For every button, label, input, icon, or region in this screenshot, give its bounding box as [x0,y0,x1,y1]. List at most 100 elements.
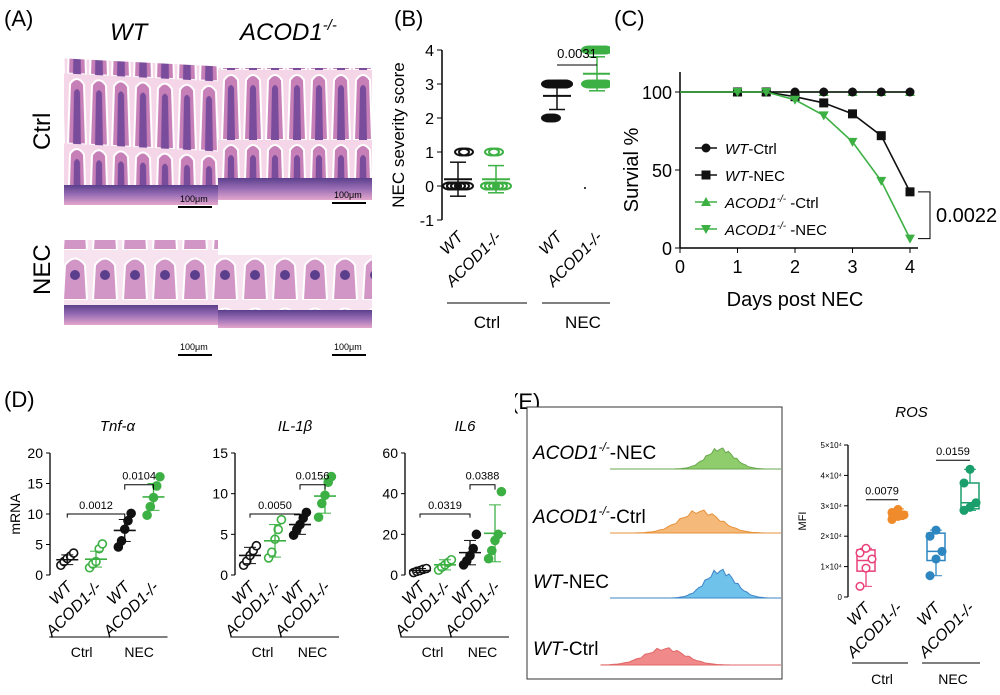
data-point [126,508,136,519]
data-point [251,540,262,551]
panel-d-label: (D) [4,387,35,412]
y-tick-label: 3×10⁴ [821,502,843,511]
row-nec-label: NEC [29,244,56,295]
data-point [480,181,496,191]
data-point [458,181,474,191]
group-label: NEC [298,644,328,660]
he-image-wt-ctrl [64,55,218,211]
p-value: 0.0050 [258,500,292,512]
y-tick-label: 0 [390,567,398,583]
data-point [905,187,915,197]
he-image-ko-nec [218,211,372,346]
data-point [893,504,903,514]
histogram-peak [674,447,766,470]
panel-a-label: (A) [4,6,33,31]
legend-marker [701,143,711,153]
y-axis-title: NEC severity score [389,62,408,207]
data-point [493,529,503,540]
text: ACOD1-/- [100,579,162,641]
data-point [959,478,969,488]
data-point [855,548,865,558]
y-tick-label: 40 [382,486,398,502]
he-image-ko-ctrl [218,55,372,211]
y-tick-label: 0 [35,567,43,583]
data-point [597,45,610,55]
p-value: 0.0104 [122,471,156,483]
legend-marker [701,225,711,234]
histogram-row-label: ACOD1-/--Ctrl [532,504,646,528]
significance-bracket [124,484,154,490]
legend-label: ACOD1-/- -Ctrl [724,194,819,212]
chart-title: IL6 [455,418,477,435]
panel-d2-chart: IL-1β051015WTACOD1-/-WTACOD1-/-0.00500.0… [212,418,339,660]
significance-bracket [469,484,496,490]
data-point [971,498,981,508]
panel-e-histogram: (E) ACOD1-/--NECACOD1-/--CtrlWT-NECWT-Ct… [515,389,783,680]
text: WT [536,228,566,258]
scale-bar-1: 100μm [178,194,212,208]
panel-d3-chart: IL60204060WTACOD1-/-WTACOD1-/-0.03190.03… [382,418,509,660]
data-point [899,510,909,520]
data-point [861,563,871,573]
svg-text:100μm: 100μm [180,194,208,204]
y-tick-label: 3 [425,77,434,94]
y-tick-label: 1 [425,145,434,162]
panel-c-chart: (C) 0 50 100 0 1 2 3 4 Survial % Days post NEC WT-C… [614,6,997,311]
significance-bracket [249,513,301,518]
x-tick-label: 0 [675,257,685,277]
data-point [876,176,887,186]
group-label: Ctrl [71,644,93,660]
significance-bracket [918,191,931,240]
significance-bracket [299,484,326,490]
data-point [116,536,127,546]
legend-marker [701,170,711,180]
y-axis-title: mRNA [7,493,23,535]
legend-label: ACOD1-/- -NEC [724,221,827,239]
y-tick-label: 4 [425,43,434,60]
legend-label: WT-NEC [725,168,785,185]
group-label: Ctrl [871,671,893,687]
chart-title: IL-1β [278,418,313,435]
y-tick-label: 0 [425,179,434,196]
row-ctrl-label: Ctrl [29,113,56,150]
group-label: Ctrl [252,644,274,660]
y-tick-label: 0 [220,567,228,583]
y-tick-label: 1×10⁴ [821,563,843,572]
data-point [597,79,610,89]
significance-bracket [419,513,471,518]
histogram-row-label: WT-Ctrl [533,639,598,660]
data-point [818,111,829,121]
data-point [905,87,915,97]
data-point [267,547,277,558]
p-value: 0.0388 [466,471,500,483]
data-point [790,95,800,105]
chart-title: Tnf-α [100,418,136,435]
x-tick-label: 2 [790,257,800,277]
data-point [276,514,287,525]
histogram-row-label: WT-NEC [533,572,609,593]
group-label: NEC [124,644,154,660]
svg-text:100μm: 100μm [180,342,208,352]
chart-title: ROS [895,404,928,421]
x-tick-label: 4 [905,257,915,277]
legend-label: WT-Ctrl [725,141,777,158]
data-point [732,88,743,97]
y-tick-label: 60 [382,445,398,461]
y-axis-title: MFI [797,512,809,531]
p-value: 0.0012 [79,500,113,512]
data-point [855,581,865,591]
p-value: 0.0319 [428,500,462,512]
y-tick-label: 100 [642,83,672,103]
data-point [848,87,857,97]
data-point [155,471,165,482]
legend-marker [701,197,711,206]
data-point [313,512,324,523]
data-point [584,187,586,189]
data-point [861,543,871,553]
col-ko-label: ACOD1-/- [238,17,337,46]
data-point [142,510,152,521]
y-tick-label: 10 [212,486,228,502]
